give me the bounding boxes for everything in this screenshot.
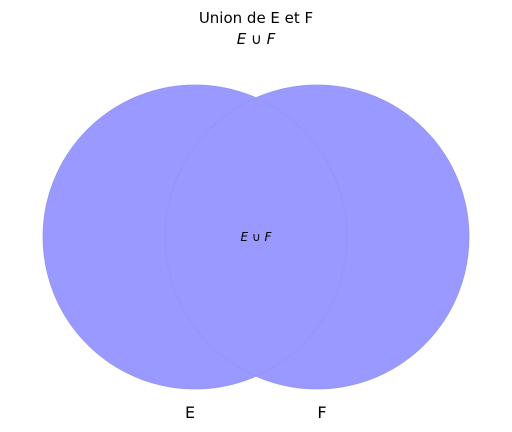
diagram-subtitle: E ∪ F <box>236 30 276 48</box>
union-region-label: E ∪ F <box>240 230 272 244</box>
set-e-outline <box>42 84 348 390</box>
set-e-label: E <box>184 403 196 422</box>
set-f-circle <box>165 85 469 389</box>
diagram-title: Union de E et F <box>198 9 314 27</box>
set-f-label: F <box>317 403 327 422</box>
set-f-outline <box>164 84 470 390</box>
